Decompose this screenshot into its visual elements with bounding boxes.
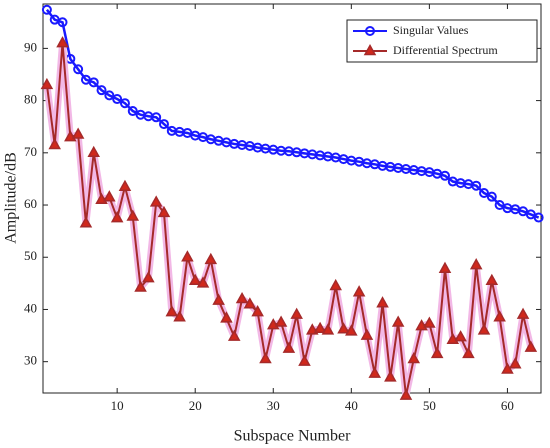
x-tick-label: 20 [189,398,202,413]
y-tick-label: 40 [24,300,37,315]
point [486,191,497,202]
point [243,297,257,309]
point [259,352,272,364]
point [533,212,544,223]
y-tick-label: 90 [24,39,37,54]
x-tick-label: 50 [423,398,436,413]
y-tick-label: 80 [24,92,37,107]
point [352,285,366,297]
point [212,293,225,305]
point [142,271,155,283]
x-tick-label: 10 [111,398,124,413]
point [493,310,506,322]
point [56,36,69,48]
x-axis-label: Subspace Number [234,428,352,445]
x-tick-label: 30 [267,398,280,413]
point [57,17,68,28]
point [368,366,382,378]
point [251,305,264,317]
point [204,252,218,265]
point [40,77,54,90]
point [477,323,491,335]
point [41,4,52,15]
point [158,119,169,130]
point [313,321,327,334]
x-tick-label: 40 [345,398,358,413]
point [235,291,249,304]
legend-marker [363,43,377,56]
legend-label: Differential Spectrum [393,43,498,57]
point [173,310,186,322]
point [407,352,421,364]
x-tick-label: 60 [501,398,514,413]
point [471,180,482,191]
point [220,311,233,323]
point [274,315,288,327]
point [438,261,452,273]
point [149,195,163,207]
point [337,322,350,334]
point [462,346,475,359]
point [96,85,107,96]
point [479,188,490,199]
point [127,106,138,117]
point [439,170,450,181]
point [516,307,530,319]
y-axis-label: Amplitude/dB [3,152,20,244]
point [71,127,85,139]
point [469,258,483,270]
point [399,388,413,400]
point [329,278,342,291]
point [188,273,202,285]
point [227,329,241,341]
point [118,179,132,192]
y-tick-label: 60 [24,196,37,211]
point [104,90,115,101]
point [112,94,123,105]
y-tick-label: 30 [24,353,37,368]
point [454,330,467,342]
point [290,307,303,319]
point [134,280,147,292]
point [391,315,405,327]
point [298,354,311,366]
point [360,328,374,340]
legend-label: Singular Values [393,23,469,37]
point [151,112,162,123]
point [181,250,194,262]
point [423,316,436,328]
y-tick-label: 50 [24,248,37,263]
legend-marker [365,26,375,36]
point [384,370,397,382]
point [430,346,444,359]
point [126,209,140,221]
point [321,323,335,335]
point [345,324,358,336]
point [73,64,84,75]
y-tick-label: 70 [24,144,37,159]
point [79,216,93,228]
point [110,211,124,223]
point [508,357,522,369]
point [48,137,61,150]
point [119,98,130,109]
point [485,273,499,285]
point [196,276,210,288]
point [524,340,538,352]
point [87,145,101,158]
point [103,190,116,202]
point [157,205,171,218]
legend-box [346,19,538,63]
point [282,341,296,353]
point [376,296,389,308]
point [165,305,179,317]
point [88,77,99,88]
